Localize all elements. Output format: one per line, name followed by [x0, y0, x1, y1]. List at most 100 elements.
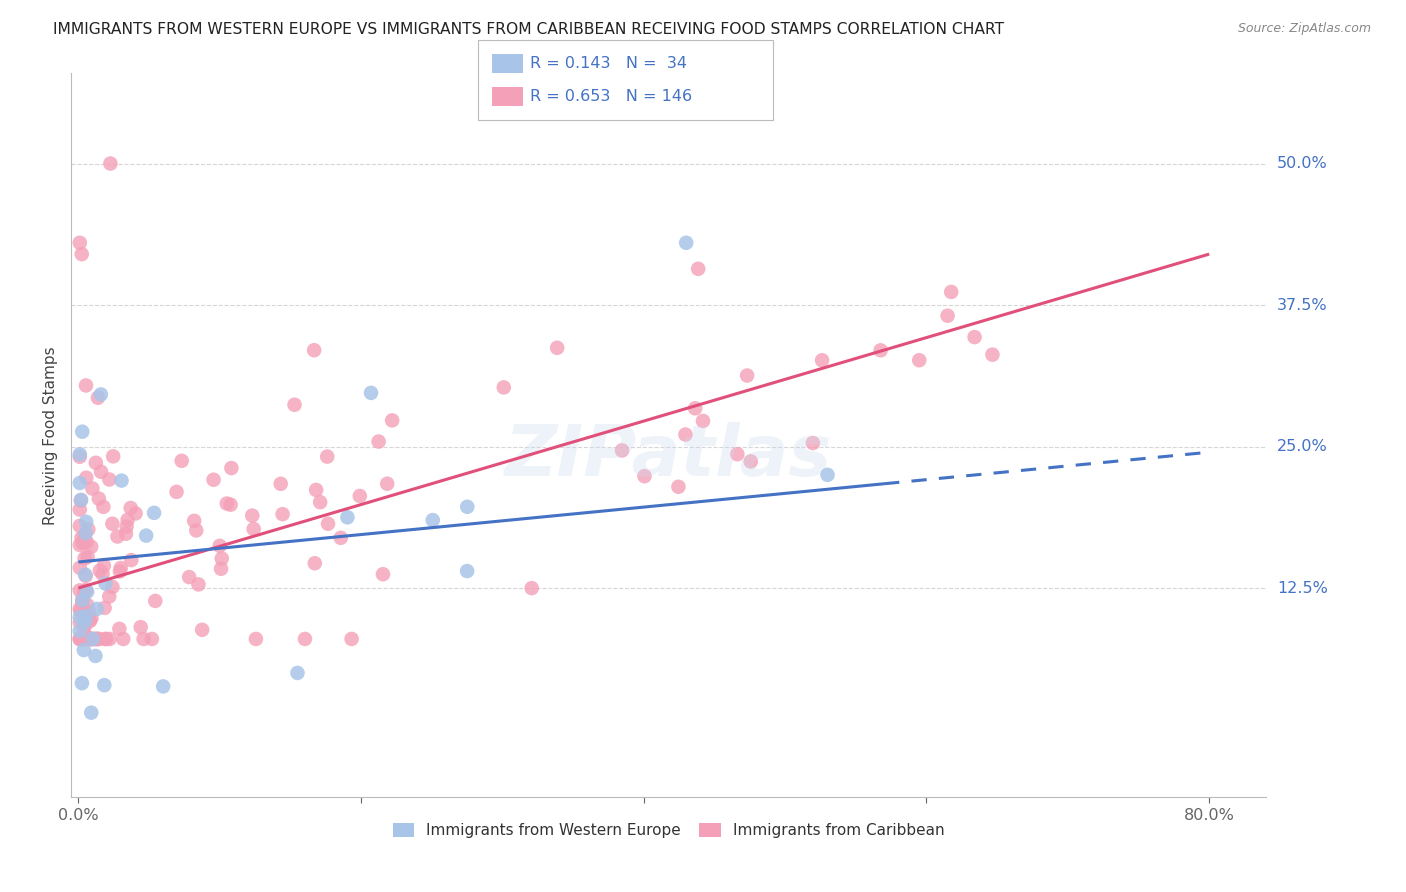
Point	[84, 648, 107, 663]
Point	[90, 465, 112, 479]
Point	[75, 608, 97, 623]
Point	[69, 583, 91, 598]
Point	[82, 482, 104, 496]
Point	[73, 626, 96, 640]
Point	[132, 632, 155, 646]
Point	[69, 610, 91, 624]
Point	[77, 605, 100, 619]
Point	[98, 590, 121, 604]
Point	[115, 526, 138, 541]
Point	[202, 473, 225, 487]
Point	[287, 665, 309, 680]
Point	[69, 538, 91, 552]
Point	[87, 632, 110, 646]
Point	[375, 476, 398, 491]
Point	[94, 632, 117, 646]
Point	[75, 583, 97, 598]
Point	[69, 519, 91, 533]
Point	[80, 540, 103, 554]
Point	[240, 508, 263, 523]
Point	[87, 632, 110, 646]
Point	[80, 632, 103, 646]
Point	[110, 561, 132, 575]
Point	[69, 475, 91, 490]
Point	[87, 491, 110, 506]
Point	[135, 528, 157, 542]
Point	[80, 632, 103, 646]
Point	[93, 558, 115, 573]
Point	[908, 353, 931, 368]
Point	[93, 678, 115, 692]
Point	[87, 391, 110, 405]
Point	[170, 454, 193, 468]
Point	[546, 341, 568, 355]
Point	[120, 553, 142, 567]
Point	[80, 706, 103, 720]
Point	[675, 235, 697, 250]
Point	[69, 502, 91, 516]
Point	[75, 515, 97, 529]
Point	[69, 604, 91, 618]
Point	[294, 632, 316, 646]
Legend: Immigrants from Western Europe, Immigrants from Caribbean: Immigrants from Western Europe, Immigran…	[387, 816, 950, 844]
Point	[349, 489, 371, 503]
Point	[69, 632, 91, 646]
Text: 50.0%: 50.0%	[1277, 156, 1327, 171]
Point	[77, 523, 100, 537]
Point	[80, 632, 103, 646]
Point	[75, 632, 97, 646]
Point	[84, 632, 107, 646]
Point	[610, 443, 633, 458]
Point	[725, 447, 748, 461]
Point	[79, 614, 101, 628]
Point	[101, 450, 124, 464]
Point	[70, 492, 93, 507]
Point	[336, 510, 359, 524]
Point	[124, 507, 146, 521]
Point	[73, 529, 96, 543]
Point	[245, 632, 267, 646]
Point	[73, 583, 96, 598]
Point	[69, 450, 91, 464]
Point	[100, 156, 122, 170]
Point	[98, 473, 121, 487]
Point	[101, 580, 124, 594]
Point	[70, 531, 93, 545]
Point	[381, 413, 404, 427]
Point	[688, 261, 710, 276]
Point	[70, 676, 93, 690]
Point	[76, 598, 98, 612]
Point	[117, 513, 139, 527]
Point	[120, 500, 142, 515]
Point	[141, 632, 163, 646]
Point	[96, 632, 118, 646]
Text: R = 0.143   N =  34: R = 0.143 N = 34	[530, 56, 688, 70]
Point	[112, 632, 135, 646]
Point	[69, 632, 91, 646]
Point	[129, 620, 152, 634]
Point	[209, 562, 232, 576]
Point	[271, 507, 294, 521]
Point	[211, 551, 233, 566]
Point	[72, 632, 94, 646]
Point	[86, 602, 108, 616]
Point	[70, 632, 93, 646]
Point	[633, 469, 655, 483]
Point	[242, 522, 264, 536]
Point	[84, 456, 107, 470]
Text: Source: ZipAtlas.com: Source: ZipAtlas.com	[1237, 22, 1371, 36]
Point	[963, 330, 986, 344]
Point	[89, 564, 111, 578]
Point	[76, 584, 98, 599]
Point	[70, 632, 93, 646]
Point	[75, 526, 97, 541]
Point	[108, 565, 131, 579]
Point	[219, 498, 242, 512]
Point	[811, 353, 834, 368]
Point	[692, 414, 714, 428]
Point	[73, 551, 96, 566]
Point	[72, 536, 94, 550]
Point	[73, 619, 96, 633]
Point	[270, 476, 292, 491]
Point	[371, 567, 394, 582]
